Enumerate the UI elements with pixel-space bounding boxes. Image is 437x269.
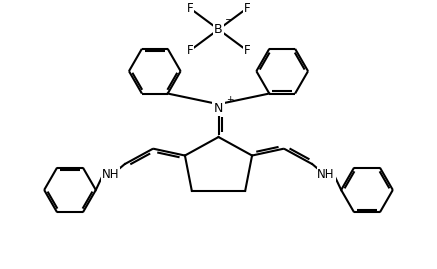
Text: NH: NH [102,168,120,181]
Text: F: F [187,44,194,57]
Text: NH: NH [317,168,335,181]
Text: −: − [225,15,234,25]
Text: +: + [226,95,233,104]
Text: N: N [214,102,223,115]
Text: F: F [243,44,250,57]
Text: B: B [214,23,223,36]
Text: F: F [187,2,194,15]
Text: F: F [243,2,250,15]
